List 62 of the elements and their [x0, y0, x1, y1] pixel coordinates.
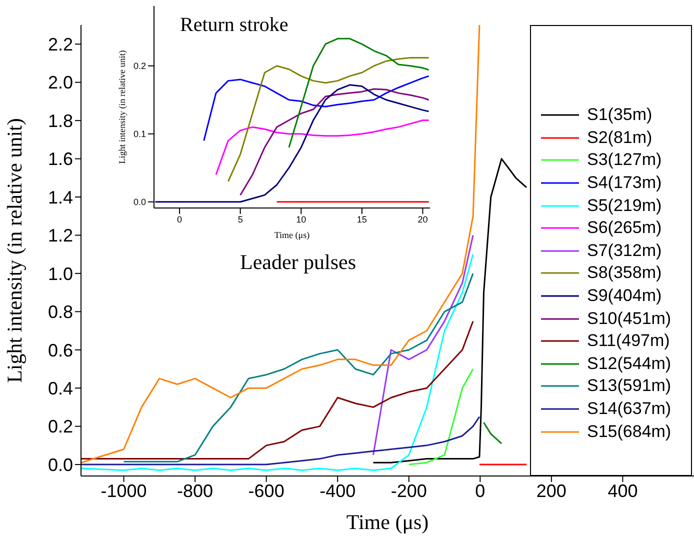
x-tick-label: 20	[418, 214, 428, 224]
y-axis-title: Light intensity (in relative unit)	[2, 118, 26, 383]
annotation: Return stroke	[180, 14, 288, 37]
line-series	[81, 254, 474, 472]
x-axis-title: Time (μs)	[346, 510, 429, 534]
y-tick-label: 0.0	[133, 197, 146, 208]
legend-label: S4(173m)	[587, 173, 662, 194]
x-tick-label: 15	[356, 214, 367, 224]
legend-label: S3(127m)	[587, 150, 662, 170]
line-series	[227, 56, 430, 182]
legend-label: S1(35m)	[587, 105, 652, 126]
line-series	[240, 88, 430, 196]
line-series	[372, 158, 528, 464]
x-tick-label: 400	[608, 480, 638, 501]
line-series	[372, 234, 474, 456]
legend-label: S8(358m)	[587, 263, 662, 284]
legend-label: S12(544m)	[587, 354, 672, 374]
line-series	[215, 120, 430, 176]
legend-label: S2(81m)	[587, 128, 652, 148]
line-series	[81, 320, 474, 460]
x-tick-label: 0	[475, 480, 486, 501]
x-tick-label: -1000	[100, 480, 147, 501]
y-tick-label: 2.0	[48, 72, 73, 93]
x-tick-label: 0	[177, 214, 182, 224]
x-tick-label: -600	[248, 480, 284, 501]
y-tick-label: 0.2	[48, 416, 73, 437]
line-series	[408, 368, 474, 466]
y-tick-label: 0.1	[133, 129, 146, 140]
annotation: Leader pulses	[240, 250, 356, 275]
line-series	[203, 75, 430, 142]
line-series	[81, 416, 480, 466]
legend-label: S10(451m)	[587, 308, 672, 329]
x-axis-title: Time (μs)	[274, 230, 310, 240]
y-tick-label: 1.0	[48, 264, 73, 284]
legend-label: S5(219m)	[587, 196, 662, 216]
legend-label: S7(312m)	[587, 240, 662, 261]
line-series	[288, 38, 430, 148]
legend-label: S15(684m)	[587, 422, 672, 442]
legend-label: S13(591m)	[587, 376, 672, 396]
y-tick-label: 2.2	[48, 34, 73, 54]
line-series	[123, 272, 474, 462]
legend-label: S9(404m)	[587, 286, 662, 306]
x-tick-label: -200	[390, 480, 427, 501]
x-tick-label: -800	[177, 480, 214, 501]
y-tick-label: 0.0	[48, 454, 73, 475]
y-tick-label: 1.6	[48, 149, 73, 170]
legend-label: S14(637m)	[587, 399, 672, 420]
x-tick-label: -400	[320, 480, 356, 501]
y-tick-label: 0.2	[133, 61, 146, 72]
x-tick-label: 200	[536, 480, 566, 501]
y-tick-label: 0.6	[48, 340, 73, 360]
y-tick-label: 1.8	[48, 110, 73, 131]
line-series	[154, 84, 430, 203]
x-tick-label: 10	[296, 214, 306, 224]
legend-label: S11(497m)	[587, 331, 670, 352]
legend-label: S6(265m)	[587, 218, 662, 238]
y-tick-label: 0.8	[48, 302, 73, 322]
y-tick-label: 0.4	[48, 378, 73, 398]
y-axis-title: Light intensity (in relative unit)	[117, 50, 128, 164]
y-tick-label: 1.2	[48, 226, 73, 246]
x-tick-label: 5	[238, 214, 243, 224]
y-tick-label: 1.4	[48, 187, 73, 208]
